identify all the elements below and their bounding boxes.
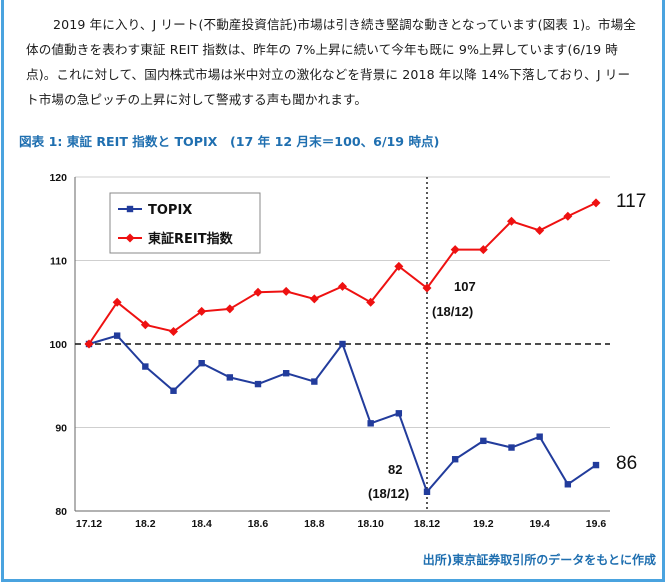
reit-point [169,326,178,336]
reit-point [507,216,516,226]
reit-point [563,211,573,221]
series-line-topix [88,334,597,494]
reit-point [140,320,150,330]
reit-point [84,339,94,349]
reit-point [253,287,263,297]
y-tick-label: 90 [55,423,67,435]
topix-point [423,488,431,495]
figure-title: 図表 1: 東証 REIT 指数と TOPIX (17 年 12 月末＝100、… [19,134,440,149]
reit-point [422,283,432,293]
topix-point [564,481,572,488]
topix-point [592,461,600,469]
topix-point [480,437,487,445]
reit-point [309,294,319,304]
x-tick-label: 18.2 [135,518,156,530]
x-tick-label: 18.10 [358,518,384,530]
reit-point [478,245,488,255]
annotation-reit-value: 107 [454,279,476,294]
legend-label: 東証REIT指数 [148,231,234,247]
y-tick-label: 80 [55,506,67,518]
x-tick-label: 18.8 [304,518,325,530]
x-tick-label: 18.6 [248,518,269,530]
topix-point [508,444,515,451]
topix-point [367,420,374,427]
x-tick-label: 19.4 [529,518,550,530]
legend-marker [126,205,134,213]
topix-point [226,374,234,381]
annotation-topix-value: 82 [388,462,402,477]
reit-point [338,281,347,291]
topix-point [170,387,177,394]
annotation-reit-date: (18/12) [432,304,473,319]
topix-point [142,363,149,370]
legend-box [109,192,261,254]
reit-point [450,245,460,255]
reit-point [197,306,207,316]
topix-point [198,360,205,367]
topix-point [395,410,403,417]
reit-point [112,297,122,307]
topix-point [451,456,459,463]
end-value-topix: 86 [616,453,637,474]
y-tick-label: 120 [49,172,67,184]
topix-point [311,378,318,385]
x-tick-label: 19.2 [473,518,494,530]
y-tick-label: 110 [50,256,67,268]
topix-point [254,380,262,388]
y-tick-label: 100 [49,339,67,351]
end-value-reit: 117 [616,191,646,212]
body-paragraph: 2019 年に入り、J リート(不動産投資信託)市場は引き続き堅調な動きとなって… [26,17,636,107]
x-tick-label: 18.4 [191,518,212,530]
legend-marker [125,233,135,243]
reit-point [591,198,601,208]
reit-point [225,304,235,314]
reit-point [366,297,376,307]
x-tick-label: 18.12 [414,518,440,530]
source-note: 出所)東京証券取引所のデータをもとに作成 [422,553,656,567]
annotation-topix-date: (18/12) [368,486,409,501]
reit-point [281,286,291,296]
x-tick-label: 19.6 [586,518,607,530]
x-tick-label: 17.12 [76,518,102,530]
topix-point [282,370,290,377]
reit-point [394,261,404,271]
topix-point [339,340,346,348]
topix-point [113,332,121,339]
legend-label: TOPIX [148,203,192,218]
reit-point [535,225,545,235]
topix-point [536,433,543,440]
